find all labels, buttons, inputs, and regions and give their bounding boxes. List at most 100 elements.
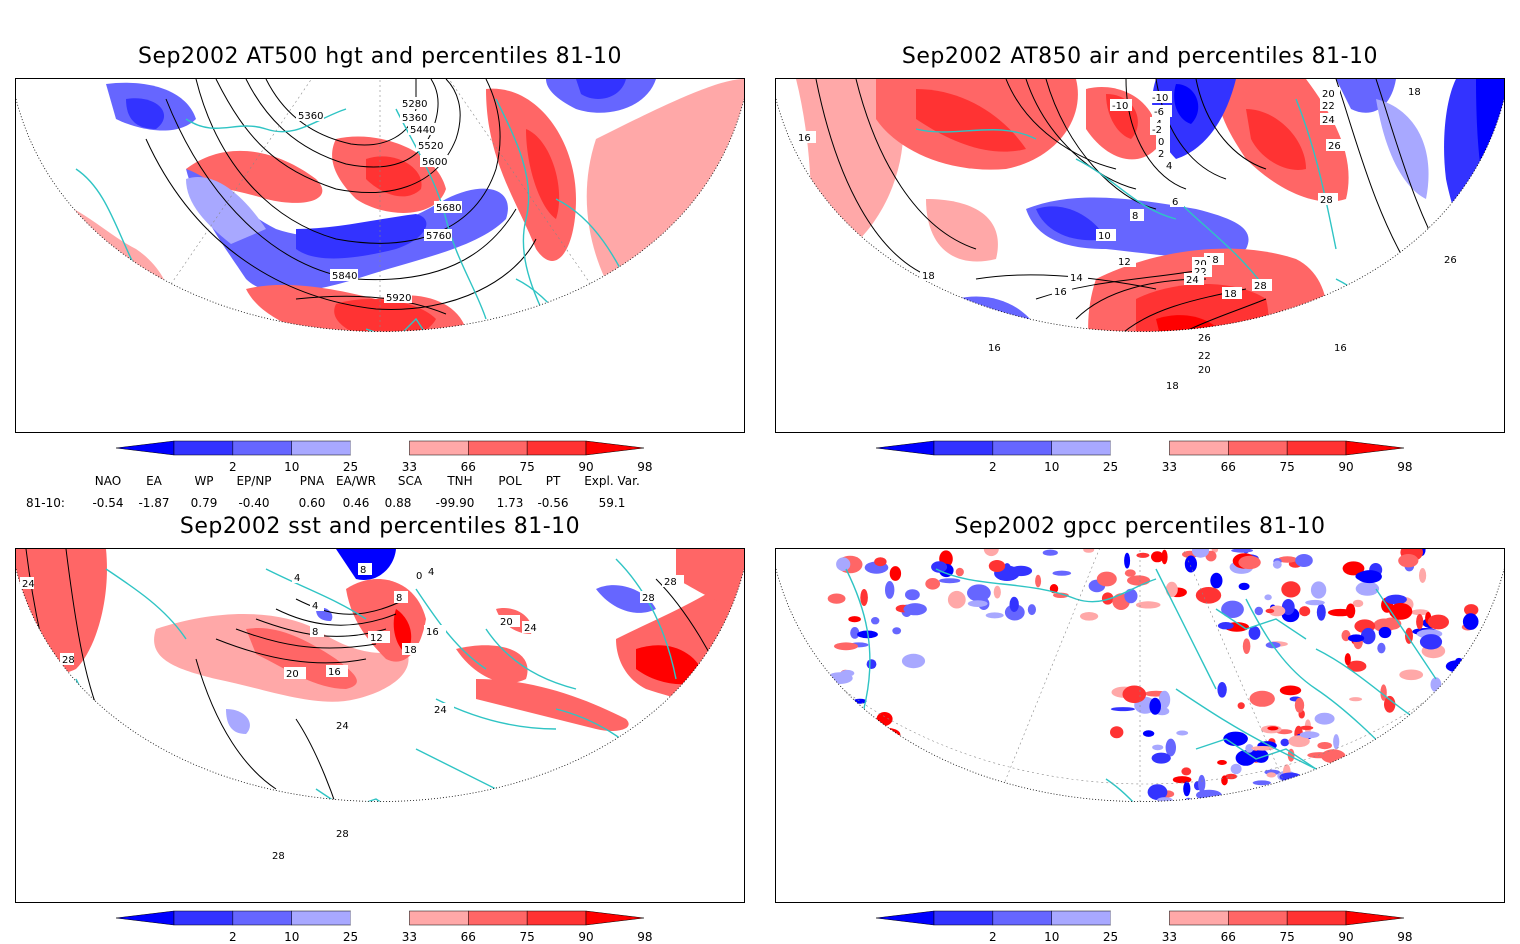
precip-anomaly-patch bbox=[1198, 774, 1206, 793]
contour-label: 22 bbox=[1322, 101, 1335, 112]
precip-anomaly-patch bbox=[1254, 606, 1263, 616]
colorbar-swatch bbox=[1228, 440, 1288, 456]
precip-anomaly-patch bbox=[955, 567, 964, 577]
precip-anomaly-patch bbox=[1151, 752, 1171, 764]
map-sst: 24 28 0 4 4 8 8 12 16 18 20 24 24 28 28 … bbox=[15, 548, 745, 903]
contour-label: 24 bbox=[22, 579, 35, 590]
precip-anomaly-patch bbox=[1288, 735, 1310, 748]
precip-anomaly-patch bbox=[1101, 592, 1114, 605]
precip-anomaly-patch bbox=[1279, 685, 1302, 696]
colorbar-swatch bbox=[291, 440, 351, 456]
precip-anomaly-patch bbox=[1217, 760, 1227, 765]
contour-label: 18 bbox=[404, 645, 417, 656]
colorbar-svg bbox=[115, 440, 645, 456]
contour-label: 8 bbox=[396, 593, 402, 604]
precip-anomaly-patch bbox=[1405, 627, 1413, 644]
contour-label: 4 bbox=[428, 567, 434, 578]
precip-anomaly-patch bbox=[840, 669, 855, 677]
colorbar-tick-label: 66 bbox=[460, 460, 476, 474]
precip-anomaly-patch bbox=[1223, 731, 1248, 746]
colorbar-swatch bbox=[1286, 440, 1347, 456]
precip-anomaly-patch bbox=[1165, 581, 1178, 597]
colorbar-arrow-low bbox=[115, 910, 175, 926]
precip-anomaly-patch bbox=[1347, 660, 1367, 672]
contour-label: 18 bbox=[1166, 381, 1179, 392]
precip-anomaly-patch bbox=[1181, 767, 1192, 776]
colorbar-tick-label: 90 bbox=[578, 930, 594, 944]
precip-anomaly-patch bbox=[1253, 749, 1269, 763]
contour-label: 16 bbox=[426, 627, 439, 638]
contour-label: 22 bbox=[1198, 351, 1211, 362]
contour-label: 14 bbox=[1070, 273, 1083, 284]
contour-label: 26 bbox=[1198, 333, 1211, 344]
precip-anomaly-patch bbox=[1266, 772, 1277, 778]
colorbar-swatch bbox=[933, 910, 994, 926]
contour-label: 26 bbox=[1328, 141, 1341, 152]
colorbar-tick-label: 33 bbox=[1161, 460, 1178, 474]
colorbar-svg bbox=[115, 910, 645, 926]
colorbar-tick-label: 10 bbox=[1044, 460, 1060, 474]
colorbar-tick-label: 25 bbox=[342, 460, 359, 474]
indices-header-cell: EP/NP bbox=[236, 474, 272, 488]
indices-value-cell: 0.60 bbox=[298, 496, 326, 510]
colorbar-bottom-left: 2 10 25 33 66 75 90 98 bbox=[115, 910, 652, 944]
precip-anomaly-patch bbox=[1027, 604, 1036, 616]
contour-label: 8 bbox=[312, 627, 318, 638]
colorbar-swatch bbox=[1051, 910, 1111, 926]
precip-anomaly-patch bbox=[1176, 730, 1189, 736]
colorbar-arrow-high bbox=[585, 910, 645, 926]
colorbar-swatch bbox=[1110, 441, 1170, 455]
colorbar-swatch bbox=[1169, 910, 1229, 926]
indices-value-cell: 1.73 bbox=[496, 496, 524, 510]
precip-anomaly-patch bbox=[1152, 744, 1164, 751]
precip-anomaly-patch bbox=[1158, 690, 1171, 709]
precip-anomaly-patch bbox=[988, 560, 1006, 572]
precip-anomaly-patch bbox=[1142, 730, 1155, 737]
precip-anomaly-patch bbox=[1317, 742, 1332, 750]
colorbar-swatch bbox=[526, 910, 587, 926]
contour-label: 4 bbox=[294, 573, 300, 584]
precip-anomaly-patch bbox=[1172, 776, 1192, 784]
precip-anomaly-patch bbox=[1399, 669, 1424, 681]
precip-anomaly-patch bbox=[848, 616, 861, 623]
contour-label: 5280 bbox=[402, 99, 427, 110]
colorbar-swatch bbox=[468, 910, 528, 926]
precip-anomaly-patch bbox=[1333, 734, 1340, 750]
colorbar-swatch bbox=[409, 440, 469, 456]
precip-anomaly-patch bbox=[1251, 746, 1274, 751]
precip-anomaly-patch bbox=[1416, 614, 1424, 630]
precip-anomaly-patch bbox=[1149, 697, 1161, 715]
panel-title-sst: Sep2002 sst and percentiles 81-10 bbox=[179, 514, 581, 539]
precip-anomaly-patch bbox=[1384, 695, 1396, 713]
precip-anomaly-patch bbox=[1389, 603, 1413, 620]
precip-anomaly-patch bbox=[1348, 634, 1365, 642]
precip-anomaly-patch bbox=[1165, 738, 1176, 757]
precip-anomaly-patch bbox=[1384, 594, 1407, 605]
contour-label: 22 bbox=[1194, 267, 1207, 278]
precip-anomaly-patch bbox=[1267, 726, 1279, 731]
colorbar-arrow-low bbox=[115, 440, 175, 456]
precip-anomaly-patch bbox=[985, 612, 1004, 619]
colorbar-tick-label: 2 bbox=[229, 930, 237, 944]
indices-header-cell: WP bbox=[194, 474, 214, 488]
colorbar-swatch bbox=[173, 440, 234, 456]
colorbar-tick-label: 2 bbox=[989, 460, 997, 474]
precip-anomaly-patch bbox=[1248, 626, 1261, 640]
precip-anomaly-patch bbox=[1080, 612, 1099, 621]
contour-label: 10 bbox=[1098, 231, 1111, 242]
precip-anomaly-patch bbox=[901, 653, 926, 669]
contour-label: 4 bbox=[312, 601, 318, 612]
precip-anomaly-patch bbox=[871, 617, 880, 625]
colorbar-tick-label: 98 bbox=[1397, 460, 1413, 474]
precip-anomaly-patch bbox=[1042, 549, 1058, 556]
precip-anomaly-patch bbox=[1268, 605, 1286, 617]
precip-anomaly-patch bbox=[993, 585, 1001, 599]
precip-anomaly-patch bbox=[1281, 581, 1301, 598]
colorbar-svg bbox=[875, 440, 1405, 456]
contour-label: 5360 bbox=[402, 113, 427, 124]
precip-anomaly-patch bbox=[1305, 599, 1325, 606]
precip-anomaly-patch bbox=[939, 578, 961, 584]
colorbar-arrow-low bbox=[875, 910, 935, 926]
precip-anomaly-patch bbox=[1344, 653, 1351, 666]
map-sst-svg: 24 28 0 4 4 8 8 12 16 18 20 24 24 28 28 … bbox=[16, 549, 744, 902]
